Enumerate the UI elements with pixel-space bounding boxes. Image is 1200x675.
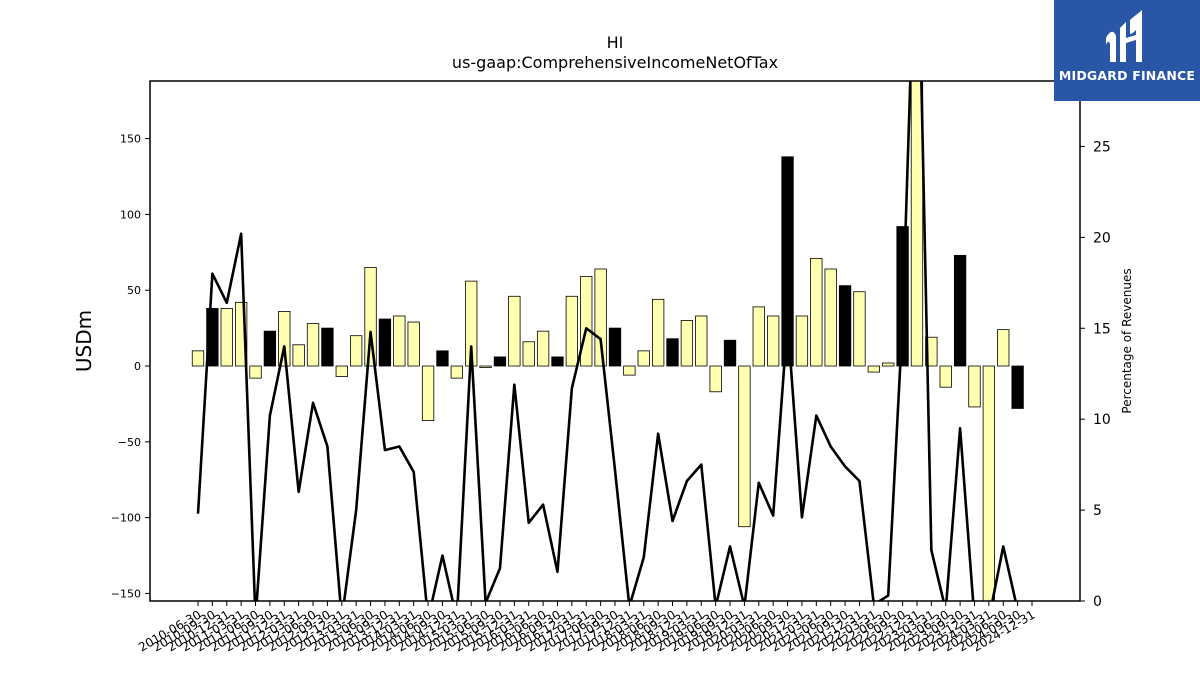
y-tick-label: −100 [111, 512, 141, 525]
y2-axis-label: Percentage of Revenues [1120, 268, 1134, 413]
y2-tick-label: 10 [1093, 412, 1111, 428]
bar [738, 365, 751, 528]
brand-logo: MIDGARD FINANCE [1054, 0, 1200, 101]
x-axis: 2010-06-302010-09-302010-12-312011-03-31… [136, 601, 1038, 654]
bar [709, 365, 722, 393]
bar [953, 254, 967, 367]
y2-tick-label: 25 [1093, 139, 1111, 155]
bar [795, 315, 809, 367]
bar [479, 365, 492, 368]
y2-tick-label: 15 [1093, 321, 1111, 337]
y-tick-label: −50 [118, 436, 141, 449]
y-tick-label: −150 [111, 587, 141, 600]
bar [997, 329, 1010, 367]
bar [752, 306, 765, 367]
bar [350, 335, 363, 367]
chart-title: HI [607, 33, 624, 52]
y2-tick-label: 20 [1093, 230, 1111, 246]
bar [838, 285, 852, 367]
y-tick-label: 50 [127, 284, 141, 297]
y-tick-label: 150 [120, 133, 141, 146]
bar [421, 365, 435, 421]
bar [853, 291, 866, 367]
bar [393, 315, 406, 367]
y-axis-label: USDm [72, 310, 96, 372]
bar [623, 365, 636, 376]
bar-series [191, 81, 1024, 601]
logo-mark-icon [1106, 10, 1142, 62]
bar [234, 301, 248, 367]
bar [220, 308, 233, 367]
bar [335, 365, 348, 378]
bar [522, 341, 535, 367]
bar [867, 365, 880, 373]
bar [695, 315, 708, 367]
bar [1011, 365, 1024, 409]
bar [723, 339, 737, 367]
y-tick-label: 0 [134, 360, 141, 373]
bar [206, 308, 219, 367]
bar [436, 350, 449, 367]
bar [493, 356, 507, 367]
bar [767, 315, 780, 367]
bar [608, 327, 622, 367]
bar [882, 362, 895, 367]
bar [580, 276, 593, 367]
bar [321, 327, 334, 367]
bar [191, 350, 205, 367]
bar [666, 338, 679, 367]
y-tick-label: 100 [120, 208, 141, 221]
bar [263, 330, 277, 367]
bar [306, 323, 320, 367]
bar [565, 295, 579, 367]
bar [939, 365, 952, 388]
y-axis-left: −150 −100 −50 0 50 100 150 [111, 133, 150, 600]
bar [364, 267, 377, 367]
y-axis-right: 0 5 10 15 20 25 [1080, 139, 1111, 610]
bar [508, 295, 521, 367]
y2-tick-label: 0 [1093, 594, 1102, 610]
bar [278, 311, 291, 367]
bar [968, 365, 981, 408]
line-series [196, 81, 1017, 601]
bar [594, 268, 607, 367]
bar [551, 356, 564, 367]
bar [249, 365, 262, 379]
bar [292, 344, 305, 367]
bar [637, 350, 650, 367]
bar [910, 81, 924, 367]
bar [781, 156, 794, 367]
chart-subtitle: us-gaap:ComprehensiveIncomeNetOfTax [452, 53, 778, 72]
bar [982, 365, 996, 601]
bar [450, 365, 463, 379]
bar [810, 257, 823, 367]
bar [651, 298, 665, 367]
bar [824, 268, 837, 367]
bar [925, 336, 938, 367]
line-path [196, 81, 1017, 601]
y2-tick-label: 5 [1093, 503, 1102, 519]
bar [407, 321, 420, 367]
bar [378, 318, 392, 367]
logo-text: MIDGARD FINANCE [1058, 68, 1196, 83]
bar [536, 330, 550, 367]
bar [680, 320, 694, 367]
